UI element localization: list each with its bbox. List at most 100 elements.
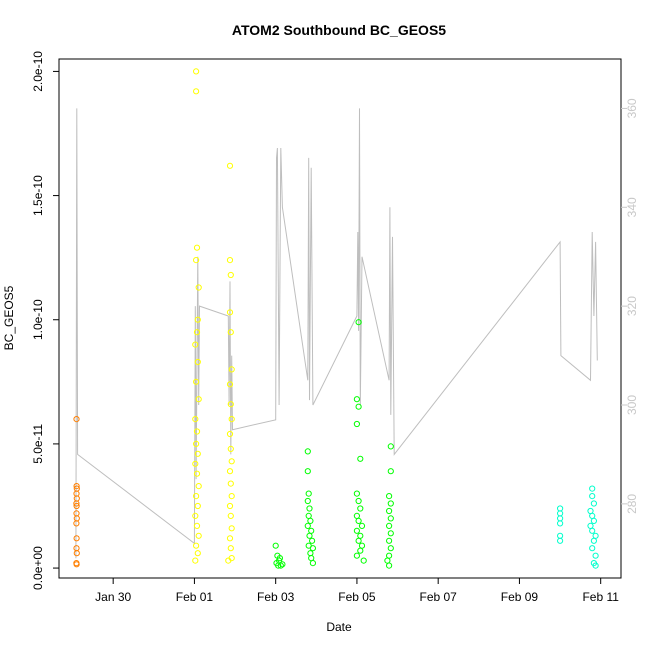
data-point <box>592 552 599 559</box>
data-point <box>309 560 316 567</box>
data-point <box>193 378 200 385</box>
data-point <box>275 562 282 569</box>
data-point <box>387 468 394 475</box>
data-point <box>386 493 393 500</box>
y2-tick-label: 320 <box>625 296 639 316</box>
data-point <box>590 517 598 525</box>
data-point <box>228 458 235 465</box>
data-point <box>73 416 80 423</box>
data-point <box>306 532 313 539</box>
x-tick-label: Feb 05 <box>338 590 376 604</box>
data-point <box>195 284 202 291</box>
data-point <box>227 545 234 552</box>
points-layer <box>73 68 599 569</box>
data-point <box>193 542 200 549</box>
data-point <box>73 500 80 507</box>
y-tick-label: 1.5e-10 <box>31 175 45 216</box>
data-point <box>305 490 312 497</box>
data-point <box>353 420 360 428</box>
data-point <box>228 525 235 532</box>
data-point <box>386 537 393 544</box>
x-axis-label: Date <box>326 620 352 634</box>
data-point <box>386 507 393 515</box>
data-point <box>358 542 366 549</box>
data-point <box>309 545 316 552</box>
data-point <box>386 562 393 569</box>
data-point <box>557 537 564 544</box>
secondary-line-layer <box>75 108 598 559</box>
data-point <box>193 440 200 447</box>
data-point <box>227 512 234 520</box>
data-point <box>226 502 234 510</box>
data-point <box>307 550 314 557</box>
data-point <box>226 162 234 169</box>
data-point <box>557 532 564 539</box>
data-point <box>589 485 596 492</box>
data-point <box>353 396 360 403</box>
x-tick-label: Jan 30 <box>95 590 131 604</box>
data-point <box>192 416 199 423</box>
data-point <box>193 244 201 251</box>
x-tick-label: Feb 09 <box>501 590 539 604</box>
data-point <box>386 522 393 530</box>
data-point <box>590 537 598 544</box>
data-point <box>557 515 564 522</box>
data-point <box>194 502 201 510</box>
data-point <box>355 497 362 505</box>
data-point <box>353 552 360 559</box>
data-point <box>73 550 80 557</box>
y-tick-label: 2.0e-10 <box>31 51 45 92</box>
data-point <box>195 396 202 403</box>
data-point <box>227 445 234 452</box>
data-point <box>304 522 311 530</box>
y2-tick-label: 340 <box>625 197 639 217</box>
data-point <box>590 500 598 507</box>
data-point <box>387 545 394 552</box>
data-point <box>227 271 234 279</box>
data-point <box>276 555 283 562</box>
y2-tick-label: 280 <box>625 494 639 514</box>
chart-title: ATOM2 Southbound BC_GEOS5 <box>232 22 446 38</box>
data-point <box>73 535 80 542</box>
data-point <box>73 483 80 490</box>
data-point <box>384 557 391 564</box>
data-point <box>195 532 202 539</box>
x-axis: Jan 30 Feb 01 Feb 03 Feb 05 Feb 07 Feb 09 Feb … <box>95 578 619 604</box>
data-point <box>195 483 202 490</box>
x-tick-label: Feb 11 <box>582 590 619 604</box>
data-point <box>355 319 362 326</box>
data-point <box>194 550 201 557</box>
data-point <box>353 512 360 520</box>
data-point <box>272 542 279 549</box>
data-point <box>193 88 200 95</box>
data-point <box>355 537 362 544</box>
data-point <box>357 547 364 554</box>
data-point <box>73 502 80 510</box>
data-point <box>73 520 80 527</box>
data-point <box>387 500 394 507</box>
data-point <box>589 512 596 520</box>
data-point <box>226 309 234 316</box>
data-point <box>308 527 315 534</box>
data-point <box>357 505 364 512</box>
data-point <box>589 545 596 552</box>
data-point <box>73 510 80 517</box>
y-axis-label: BC_GEOS5 <box>2 285 16 350</box>
data-point <box>277 562 284 569</box>
data-point <box>307 517 314 525</box>
data-point <box>592 532 599 539</box>
data-point <box>228 366 235 373</box>
data-point <box>353 490 360 497</box>
y-axis: 0.0e+00 5.0e-11 1.0e-10 1.5e-10 2.0e-10 <box>31 51 59 590</box>
data-point <box>355 517 362 525</box>
data-point <box>360 557 367 564</box>
data-point <box>193 470 201 477</box>
data-point <box>355 403 362 410</box>
data-point <box>228 493 235 500</box>
data-point <box>193 68 200 75</box>
data-point <box>193 493 200 500</box>
data-point <box>387 530 394 537</box>
data-point <box>192 557 199 564</box>
data-point <box>387 443 394 450</box>
data-point <box>73 515 80 522</box>
